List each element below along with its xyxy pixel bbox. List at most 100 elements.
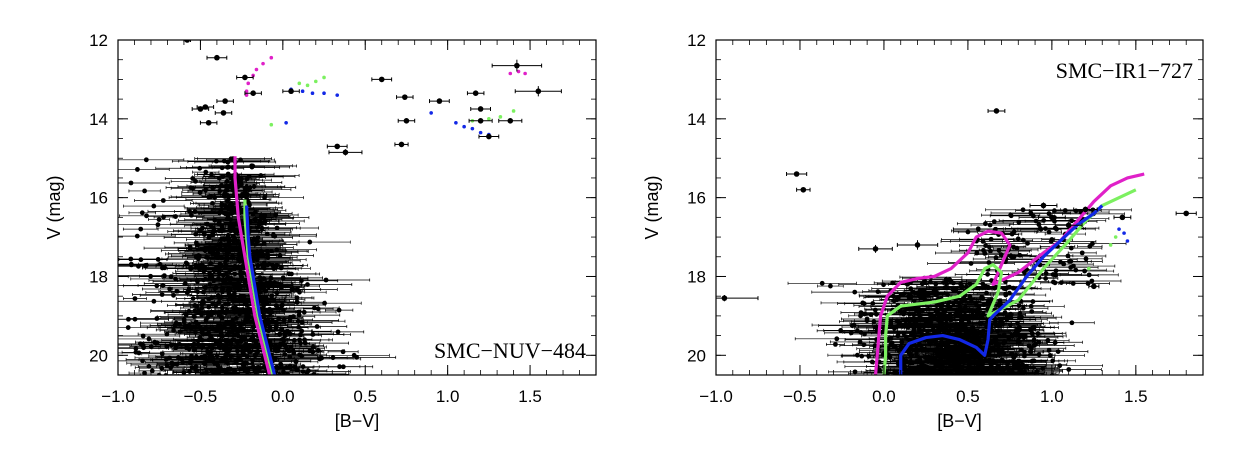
field-star <box>820 300 905 306</box>
field-star <box>903 287 937 293</box>
evolved-point <box>297 81 302 86</box>
field-star <box>118 180 170 186</box>
field-star <box>151 357 231 362</box>
field-star <box>1007 252 1032 258</box>
field-star <box>888 311 931 317</box>
star-point <box>326 143 348 150</box>
plot-area <box>716 108 1197 381</box>
right-chart-smc-ir1-727: −1.0 −0.5 0.0 0.5 1.0 1.5 12 14 16 18 20 [B−V] V (ma… <box>642 31 1204 431</box>
field-star <box>161 256 236 262</box>
field-star <box>173 376 267 381</box>
field-star <box>985 207 1061 213</box>
field-star <box>211 339 300 345</box>
evolved-point <box>261 61 265 66</box>
field-star <box>935 376 971 381</box>
star-point <box>191 106 210 112</box>
field-star <box>1067 250 1097 256</box>
field-star <box>135 375 213 380</box>
field-star <box>996 353 1053 359</box>
evolved-point <box>305 83 310 88</box>
star-point <box>478 133 500 140</box>
evolved-point <box>269 122 274 127</box>
field-star <box>987 375 1055 380</box>
field-star <box>1049 320 1095 326</box>
field-star <box>213 164 290 170</box>
field-star <box>926 376 974 381</box>
y-tick-label: 12 <box>687 31 706 50</box>
field-star <box>249 354 330 360</box>
field-star <box>988 375 1061 380</box>
field-star <box>192 169 220 175</box>
field-star <box>211 279 279 284</box>
star-point <box>858 244 893 253</box>
field-star <box>990 210 1071 216</box>
field-star <box>916 376 1003 381</box>
field-star <box>123 296 147 302</box>
field-star <box>825 341 845 347</box>
field-star <box>130 276 221 282</box>
star-point <box>796 186 811 193</box>
field-star <box>187 159 269 165</box>
field-star <box>190 268 245 273</box>
field-star <box>224 328 313 334</box>
evolved-point <box>335 93 340 97</box>
field-star <box>190 200 235 206</box>
field-star <box>944 355 1015 361</box>
star-point <box>498 117 523 124</box>
field-star <box>123 203 185 209</box>
star-point <box>1029 202 1058 209</box>
star-point <box>470 106 492 112</box>
field-star <box>205 192 280 197</box>
field-star <box>225 324 282 330</box>
field-star <box>928 365 1014 371</box>
y-tick-label: 20 <box>687 346 706 365</box>
field-star <box>301 349 325 355</box>
field-star <box>1044 267 1107 273</box>
field-star <box>936 340 1020 346</box>
field-star <box>134 198 193 203</box>
field-star <box>189 293 274 299</box>
field-star <box>1039 244 1076 249</box>
field-star <box>817 283 844 289</box>
isochrone-magenta <box>233 156 272 375</box>
field-star <box>938 308 982 314</box>
field-star <box>249 252 277 258</box>
field-star <box>274 332 351 337</box>
plot-frame <box>715 39 1204 376</box>
evolved-point <box>478 130 483 135</box>
field-star <box>171 158 261 164</box>
evolved-point <box>269 55 274 60</box>
field-star <box>249 231 286 237</box>
x-tick-label: 1.0 <box>1040 387 1064 406</box>
field-star <box>1017 226 1096 232</box>
field-star <box>118 342 180 348</box>
star-point <box>716 294 759 302</box>
star-point <box>1073 206 1098 213</box>
field-star <box>997 363 1056 369</box>
field-star <box>273 287 322 292</box>
field-star <box>170 232 238 237</box>
x-tick-label: −0.5 <box>184 387 218 406</box>
field-star <box>182 376 211 381</box>
field-star <box>164 176 221 181</box>
field-star <box>973 374 975 375</box>
field-star <box>1015 208 1094 214</box>
field-star <box>118 333 181 339</box>
field-star <box>242 323 289 328</box>
y-tick-label: 14 <box>89 110 108 129</box>
evolved-point <box>487 117 491 121</box>
evolved-point <box>1087 266 1091 271</box>
field-star <box>960 375 1029 380</box>
field-star <box>118 257 198 262</box>
field-star <box>1035 367 1102 372</box>
field-star <box>173 240 219 246</box>
field-star <box>904 325 924 331</box>
isochrone-magenta <box>873 172 1145 375</box>
y-tick-label: 18 <box>89 267 108 286</box>
field-star <box>1018 343 1040 349</box>
field-star <box>1003 376 1022 381</box>
evolved-point <box>1117 227 1121 231</box>
field-star <box>130 362 215 368</box>
evolved-point <box>454 120 458 125</box>
